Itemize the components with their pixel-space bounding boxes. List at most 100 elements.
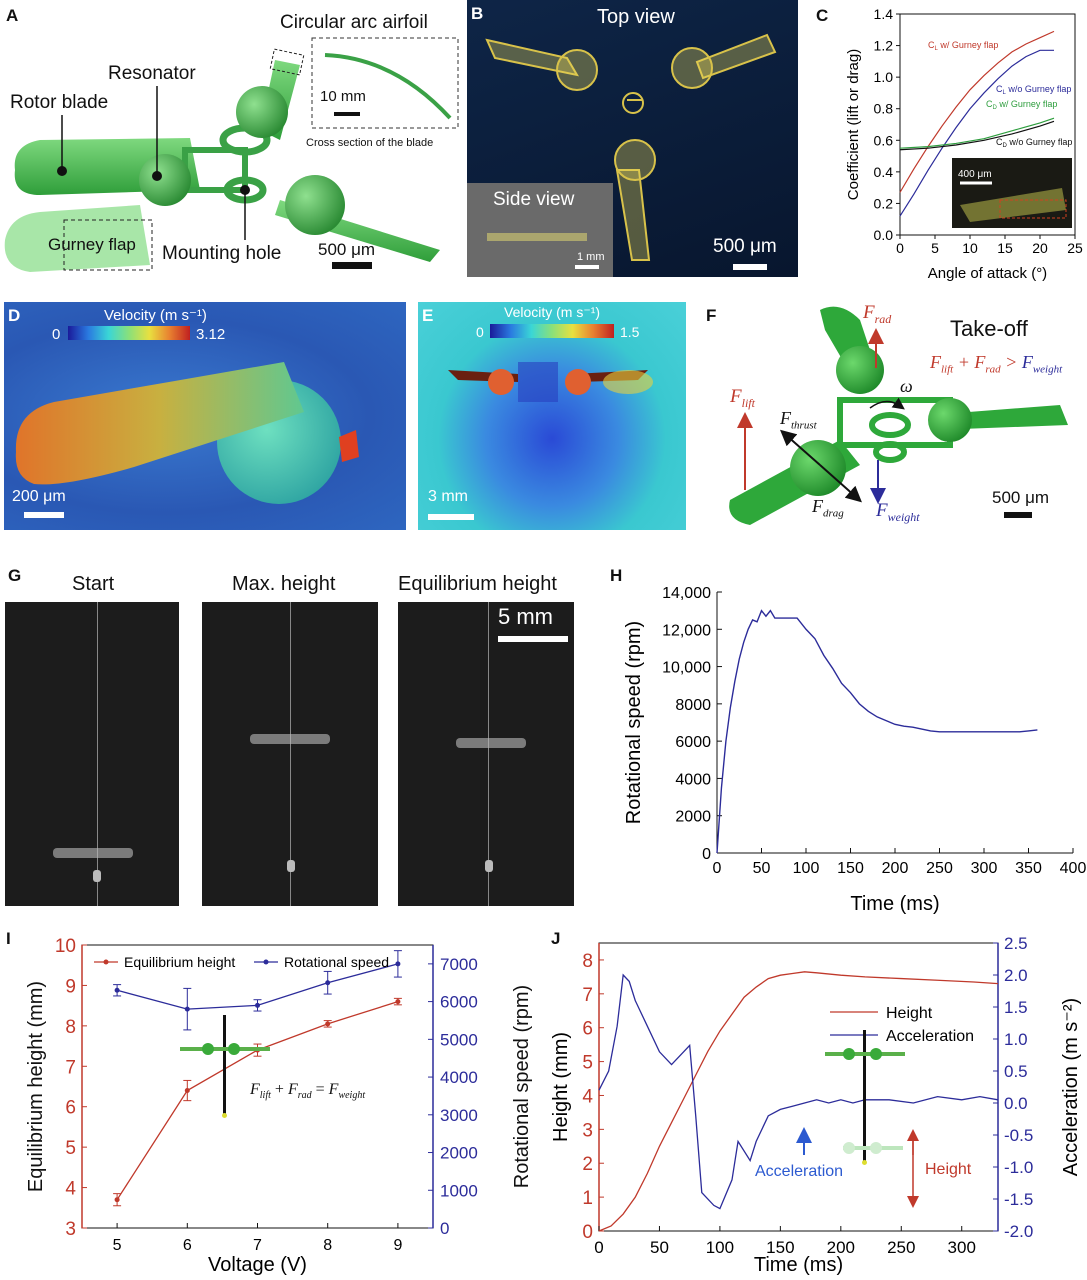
panel-label-b: B: [471, 4, 484, 23]
panel-d: D Velocity (m s⁻¹) 0 3.12 200 μm: [4, 302, 406, 530]
series-line-c-1: [899, 49, 1054, 217]
panel-c: C 0 5 10 15 20 25 0.0 0.2 0.4 0.6 0.8 1.0 1.2 1.4 Angl…: [800, 0, 1087, 295]
x-tick-label-j: 0: [594, 1238, 603, 1257]
panel-label-h: H: [610, 566, 623, 585]
y-right-axis-label-i: Rotational speed (rpm): [511, 985, 533, 1188]
y-tick-label-h: 10,000: [662, 660, 711, 677]
y-left-tick-label-j: 1: [582, 1188, 593, 1209]
y-left-tick-label-j: 7: [582, 985, 593, 1006]
y-tick-label-c: 0.0: [874, 227, 894, 243]
chart-i: 5 6 7 8 9 3 4 5 6 7 8 9 10 0 1000 2000 3000 4000 5000 6000 7…: [25, 936, 533, 1276]
y-right-tick-label-j: -0.5: [1004, 1126, 1033, 1145]
velocity-field-d: [15, 362, 359, 504]
x-axis-label-c: Angle of attack (°): [928, 265, 1047, 282]
y-right-tick-label-i: 7000: [440, 955, 478, 974]
y-tick-label-h: 8000: [675, 697, 711, 714]
y-right-tick-label-j: -2.0: [1004, 1222, 1033, 1241]
x-tick-label-j: 300: [948, 1238, 976, 1257]
top-view-photo: [485, 33, 777, 261]
x-tick-label-c: 25: [1067, 240, 1083, 256]
height-note: Height: [925, 1161, 972, 1178]
x-tick-label-h: 150: [837, 860, 864, 877]
y-left-tick-label-j: 3: [582, 1120, 593, 1141]
chart-h: 0 50 100 150 200 250 300 350 4000200040006000800…: [623, 585, 1086, 915]
y-axis-label-h: Rotational speed (rpm): [623, 621, 645, 824]
label-f-rad: Frad: [863, 302, 892, 326]
x-tick-label-c: 5: [931, 240, 939, 256]
x-tick-label-h: 0: [713, 860, 722, 877]
y-left-tick-label-j: 6: [582, 1019, 593, 1040]
series-line-j-0: [598, 971, 999, 1232]
label-scale-500um-b: 500 μm: [713, 236, 777, 257]
inset-scale-label-c: 400 μm: [958, 169, 992, 180]
panel-i: I 5 6 7 8 9 3 4 5 6 7 8 9 10 0 1000 2000 3000 4000 5000 600…: [0, 925, 540, 1280]
y-left-tick-label-j: 4: [582, 1086, 593, 1107]
side-view-inset: Side view 1 mm: [467, 183, 613, 277]
y-left-tick-label-j: 8: [582, 951, 593, 972]
panel-label-c: C: [816, 6, 829, 25]
takeoff-equation: Flift + Frad > Fweight: [930, 352, 1063, 376]
y-right-tick-label-i: 2000: [440, 1144, 478, 1163]
x-tick-label-h: 350: [1015, 860, 1042, 877]
frame-start: [5, 602, 179, 906]
colorbar-max-d: 3.12: [196, 326, 226, 343]
y-right-tick-label-j: 2.0: [1004, 966, 1028, 985]
y-tick-label-h: 6000: [675, 734, 711, 751]
legend-marker-i-0: [103, 959, 109, 965]
colorbar-title-d: Velocity (m s⁻¹): [104, 307, 207, 324]
x-tick-label-h: 300: [971, 860, 998, 877]
panel-label-d: D: [8, 306, 21, 325]
legend-label-j-0: Height: [886, 1005, 933, 1022]
x-axis-label-h: Time (ms): [850, 893, 939, 915]
x-tick-label-j: 200: [827, 1238, 855, 1257]
y-left-tick-label-i: 10: [55, 936, 76, 957]
force-diagram: [729, 306, 1068, 525]
y-tick-label-c: 1.2: [874, 38, 894, 54]
y-left-tick-label-i: 6: [65, 1098, 76, 1119]
acceleration-note: Acceleration: [755, 1163, 844, 1180]
series-line-c-2: [899, 117, 1055, 149]
colorbar-min-d: 0: [52, 326, 61, 343]
legend-label-c-3: CD w/o Gurney flap: [996, 137, 1072, 149]
inset-blade-c: [960, 188, 1066, 222]
y-left-tick-label-i: 4: [65, 1179, 76, 1200]
x-tick-label-i: 9: [393, 1237, 402, 1254]
colorbar-max-e: 1.5: [620, 324, 640, 340]
label-resonator: Resonator: [108, 63, 196, 84]
rotor-illustration: [4, 37, 459, 272]
inset-model-i: [180, 1015, 270, 1125]
legend-label-c-0: CL w/ Gurney flap: [928, 40, 998, 52]
y-right-tick-label-j: 1.0: [1004, 1030, 1028, 1049]
legend-label-i-0: Equilibrium height: [124, 954, 235, 970]
frame-equilibrium-height: 5 mm: [398, 602, 574, 906]
panel-label-f: F: [706, 306, 717, 325]
panel-j: J 0 50 100 150 200 250 300 0 1 2 3 4 5 6 7 8 -2.0 -1.5 -1.…: [545, 925, 1087, 1280]
y-left-tick-label-j: 5: [582, 1053, 593, 1074]
y-tick-label-c: 1.4: [874, 6, 894, 22]
series-line-h: [716, 609, 1038, 854]
x-tick-label-h: 50: [753, 860, 771, 877]
label-f-thrust: Fthrust: [780, 408, 817, 432]
label-f-drag: Fdrag: [812, 496, 844, 520]
chart-c: 0 5 10 15 20 25 0.0 0.2 0.4 0.6 0.8 1.0 1.2 1.4 Angle …: [845, 6, 1083, 282]
panel-label-i: I: [6, 929, 11, 948]
scale-label-e: 3 mm: [428, 488, 468, 505]
label-omega: ω: [900, 376, 913, 396]
y-right-tick-label-j: 0.5: [1004, 1062, 1028, 1081]
colorbar-e: [490, 324, 614, 338]
legend-label-j-1: Acceleration: [886, 1028, 974, 1045]
panel-g: G Start Max. height Equilibrium height 5…: [0, 560, 580, 908]
x-axis-label-j: Time (ms): [754, 1254, 843, 1276]
x-tick-label-i: 8: [323, 1237, 332, 1254]
x-tick-label-j: 150: [766, 1238, 794, 1257]
y-right-tick-label-j: -1.5: [1004, 1190, 1033, 1209]
x-tick-label-c: 20: [1032, 240, 1048, 256]
series-line-c-0: [899, 30, 1055, 193]
x-tick-label-h: 200: [882, 860, 909, 877]
data-point-i: [255, 1002, 260, 1008]
data-point-i: [184, 1006, 190, 1012]
panel-a: A: [0, 0, 465, 280]
data-point-i: [325, 1021, 331, 1027]
y-right-tick-label-i: 0: [440, 1219, 449, 1238]
scale-label-g: 5 mm: [498, 604, 553, 629]
